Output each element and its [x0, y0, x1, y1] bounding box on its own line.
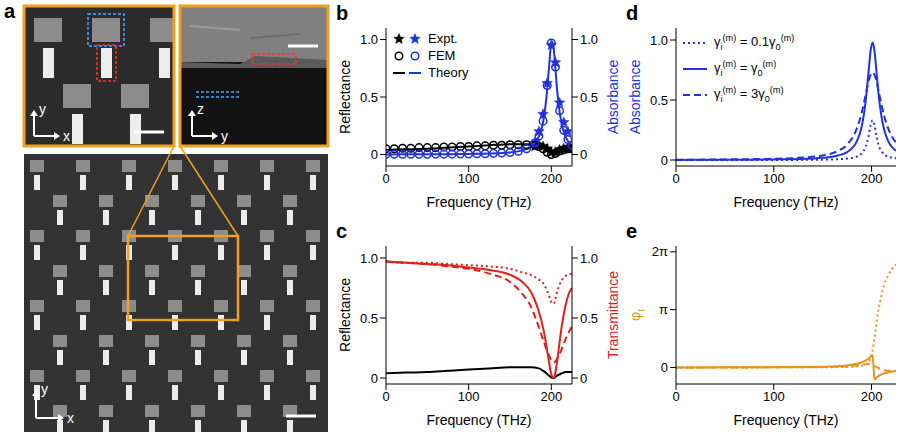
svg-text:0: 0 [371, 147, 378, 162]
svg-text:a: a [4, 0, 16, 22]
html-text:t: t [634, 309, 646, 312]
svg-text:0: 0 [661, 360, 668, 375]
html-text:Frequency (THz): Frequency (THz) [426, 194, 532, 210]
svg-text:100: 100 [458, 171, 480, 186]
svg-text:1.0: 1.0 [580, 251, 598, 266]
html-text:Reflectance: Reflectance [337, 60, 353, 134]
html-text:Theory: Theory [428, 65, 469, 80]
svg-text:1.0: 1.0 [580, 32, 598, 47]
svg-text:0: 0 [580, 371, 587, 386]
svg-text:100: 100 [458, 389, 480, 404]
svg-text:y: y [221, 128, 228, 144]
html-text:c: c [336, 220, 348, 242]
html-text:(m): (m) [769, 84, 784, 95]
html-text:γi: γi [714, 86, 723, 104]
html-text:Expt.: Expt. [428, 31, 458, 46]
html-text:(m)= 3γ0: (m)= 3γ0 [722, 84, 770, 104]
svg-text:y: y [39, 101, 46, 117]
html-text:(m): (m) [762, 58, 777, 69]
html-text:(m): (m) [780, 33, 795, 43]
svg-text:x: x [63, 128, 70, 144]
svg-text:200: 200 [540, 389, 562, 404]
html-text:Frequency (THz): Frequency (THz) [733, 194, 839, 210]
svg-text:z: z [197, 101, 204, 117]
svg-text:0: 0 [371, 371, 378, 386]
svg-text:2π: 2π [652, 244, 668, 259]
svg-text:0.5: 0.5 [360, 90, 378, 105]
html-text:b: b [336, 2, 349, 24]
svg-text:0.5: 0.5 [580, 90, 598, 105]
svg-text:100: 100 [763, 389, 785, 404]
svg-text:1.0: 1.0 [360, 32, 378, 47]
html-text:(m)= 0.1γ0: (m)= 0.1γ0 [722, 33, 781, 52]
svg-text:100: 100 [763, 171, 785, 186]
html-text:Reflectance: Reflectance [337, 278, 353, 352]
svg-text:0: 0 [580, 147, 587, 162]
svg-text:200: 200 [540, 171, 562, 186]
html-text:d: d [626, 2, 639, 24]
html-text:Frequency (THz): Frequency (THz) [733, 412, 839, 428]
html-text:γi: γi [714, 34, 723, 52]
html-text:Absorbance: Absorbance [627, 59, 643, 135]
svg-text:200: 200 [861, 389, 883, 404]
html-text:e: e [626, 220, 638, 242]
svg-text:0: 0 [672, 171, 679, 186]
html-text:Absorbance: Absorbance [605, 59, 621, 135]
svg-text:0: 0 [382, 171, 389, 186]
svg-text:0.5: 0.5 [580, 311, 598, 326]
html-text:(m)= γ0: (m)= γ0 [722, 58, 763, 78]
svg-text:y: y [41, 381, 48, 397]
html-text:FEM: FEM [428, 48, 456, 63]
svg-text:0.5: 0.5 [650, 93, 668, 108]
svg-text:0.5: 0.5 [360, 311, 378, 326]
svg-text:x: x [67, 410, 74, 426]
svg-text:0: 0 [672, 389, 679, 404]
svg-text:200: 200 [861, 171, 883, 186]
html-text:φ: φ [627, 311, 643, 321]
svg-text:1.0: 1.0 [650, 33, 668, 48]
svg-text:1.0: 1.0 [360, 251, 378, 266]
svg-text:0: 0 [661, 153, 668, 168]
html-text:γi: γi [714, 60, 723, 78]
svg-text:0: 0 [382, 389, 389, 404]
html-text:Transmittance: Transmittance [605, 270, 621, 360]
svg-text:π: π [659, 302, 668, 317]
html-text:Frequency (THz): Frequency (THz) [426, 412, 532, 428]
